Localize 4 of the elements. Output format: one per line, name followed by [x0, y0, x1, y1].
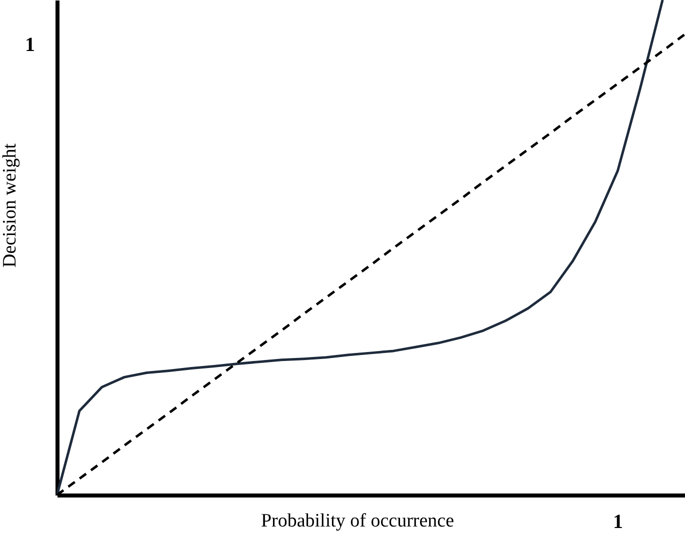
y-axis-title: Decision weight [0, 142, 20, 268]
text: 1 [613, 511, 623, 533]
text: 1 [25, 34, 35, 56]
x-axis-title: Probability of occurrence [260, 510, 454, 532]
